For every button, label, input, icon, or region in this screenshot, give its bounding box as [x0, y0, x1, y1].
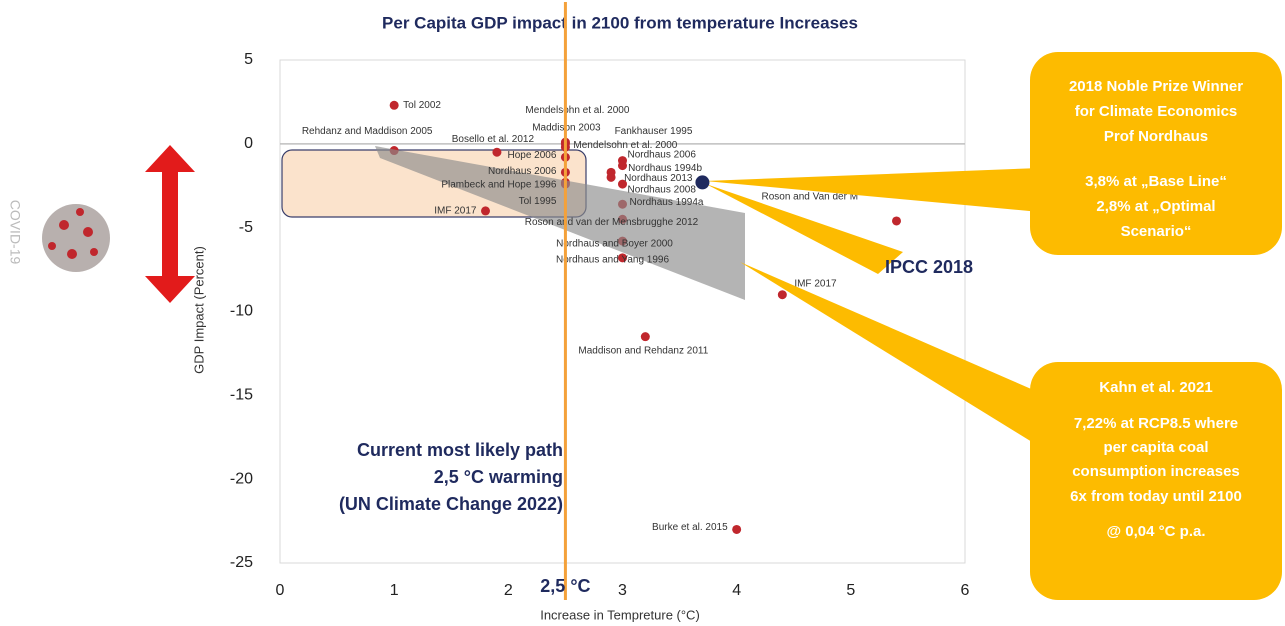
- path-note: 2,5 °C warming: [434, 467, 563, 487]
- point-label: Nordhaus 2006: [488, 166, 557, 177]
- point-label: Fankhauser 1995: [615, 126, 693, 137]
- callout-text: Prof Nordhaus: [1104, 128, 1208, 145]
- point-label: Bosello et al. 2012: [452, 134, 535, 145]
- side-label: COVID-19: [7, 200, 23, 265]
- point: [641, 332, 650, 341]
- callout-text: 6x from today until 2100: [1070, 488, 1242, 505]
- point-label: Rehdanz and Maddison 2005: [302, 126, 433, 137]
- point-label: Nordhaus 2008: [628, 185, 697, 196]
- point: [778, 290, 787, 299]
- x-tick-label: 3: [618, 582, 627, 599]
- callout-text: for Climate Economics: [1075, 103, 1238, 120]
- chart-title: Per Capita GDP impact in 2100 from tempe…: [382, 13, 858, 32]
- point-label: Maddison and Rehdanz 2011: [578, 345, 708, 356]
- reference-label: 2,5 °C: [540, 576, 590, 596]
- x-tick-label: 2: [504, 582, 513, 599]
- callout-pointer: [740, 262, 1045, 450]
- x-tick-label: 0: [276, 582, 285, 599]
- point-label: Mendelsohn et al. 2000: [525, 105, 629, 116]
- point-label: IMF 2017: [434, 206, 477, 217]
- x-tick-label: 6: [961, 582, 970, 599]
- y-axis-label: GDP Impact (Percent): [191, 246, 206, 374]
- callout-text: Kahn et al. 2021: [1099, 379, 1212, 396]
- range-arrow: [145, 145, 195, 303]
- point-label: Roson and van der Mensbrugghe 2012: [525, 217, 699, 228]
- point-label: Nordhaus and Boyer 2000: [556, 239, 673, 250]
- point: [492, 148, 501, 157]
- y-tick-label: -15: [230, 387, 253, 404]
- callout-text: 2018 Noble Prize Winner: [1069, 78, 1243, 95]
- x-tick-label: 5: [846, 582, 855, 599]
- point: [607, 173, 616, 182]
- point-label: Nordhaus 2013: [624, 173, 693, 184]
- path-note: (UN Climate Change 2022): [339, 494, 563, 514]
- point-label: Nordhaus 1994a: [630, 197, 704, 208]
- y-tick-label: -20: [230, 470, 253, 487]
- path-note: Current most likely path: [357, 440, 563, 460]
- chart: Per Capita GDP impact in 2100 from tempe…: [0, 0, 1285, 626]
- y-tick-label: 0: [244, 135, 253, 152]
- point-label: Plambeck and Hope 1996: [441, 180, 557, 191]
- callout-text: 2,8% at „Optimal: [1096, 198, 1215, 215]
- y-tick-label: -10: [230, 303, 253, 320]
- callout-box: [1030, 362, 1282, 600]
- point: [481, 206, 490, 215]
- callout-text: consumption increases: [1072, 463, 1240, 480]
- callout-text: per capita coal: [1103, 439, 1208, 456]
- point-label: Nordhaus and Yang 1996: [556, 254, 669, 265]
- y-tick-label: -25: [230, 554, 253, 571]
- point: [390, 101, 399, 110]
- callout-text: @ 0,04 °C p.a.: [1107, 523, 1206, 540]
- x-tick-label: 4: [732, 582, 741, 599]
- covid-icon: [42, 204, 110, 272]
- highlight-point: [695, 175, 709, 189]
- point: [618, 161, 627, 170]
- point: [732, 525, 741, 534]
- y-tick-label: 5: [244, 51, 253, 68]
- point-label: Tol 1995: [519, 196, 557, 207]
- y-tick-label: -5: [239, 219, 253, 236]
- highlight-label: IPCC 2018: [885, 257, 973, 277]
- point-label: Burke et al. 2015: [652, 522, 728, 533]
- point-label: IMF 2017: [794, 278, 837, 289]
- point-label: Nordhaus 2006: [628, 149, 697, 160]
- callout-text: 7,22% at RCP8.5 where: [1074, 415, 1238, 432]
- point-label: Hope 2006: [507, 150, 556, 161]
- x-tick-label: 1: [390, 582, 399, 599]
- callout-text: 3,8% at „Base Line“: [1085, 173, 1227, 190]
- callout-text: Scenario“: [1121, 223, 1192, 240]
- point-label: Tol 2002: [403, 100, 441, 111]
- x-axis-label: Increase in Tempreture (°C): [540, 607, 700, 622]
- point: [892, 216, 901, 225]
